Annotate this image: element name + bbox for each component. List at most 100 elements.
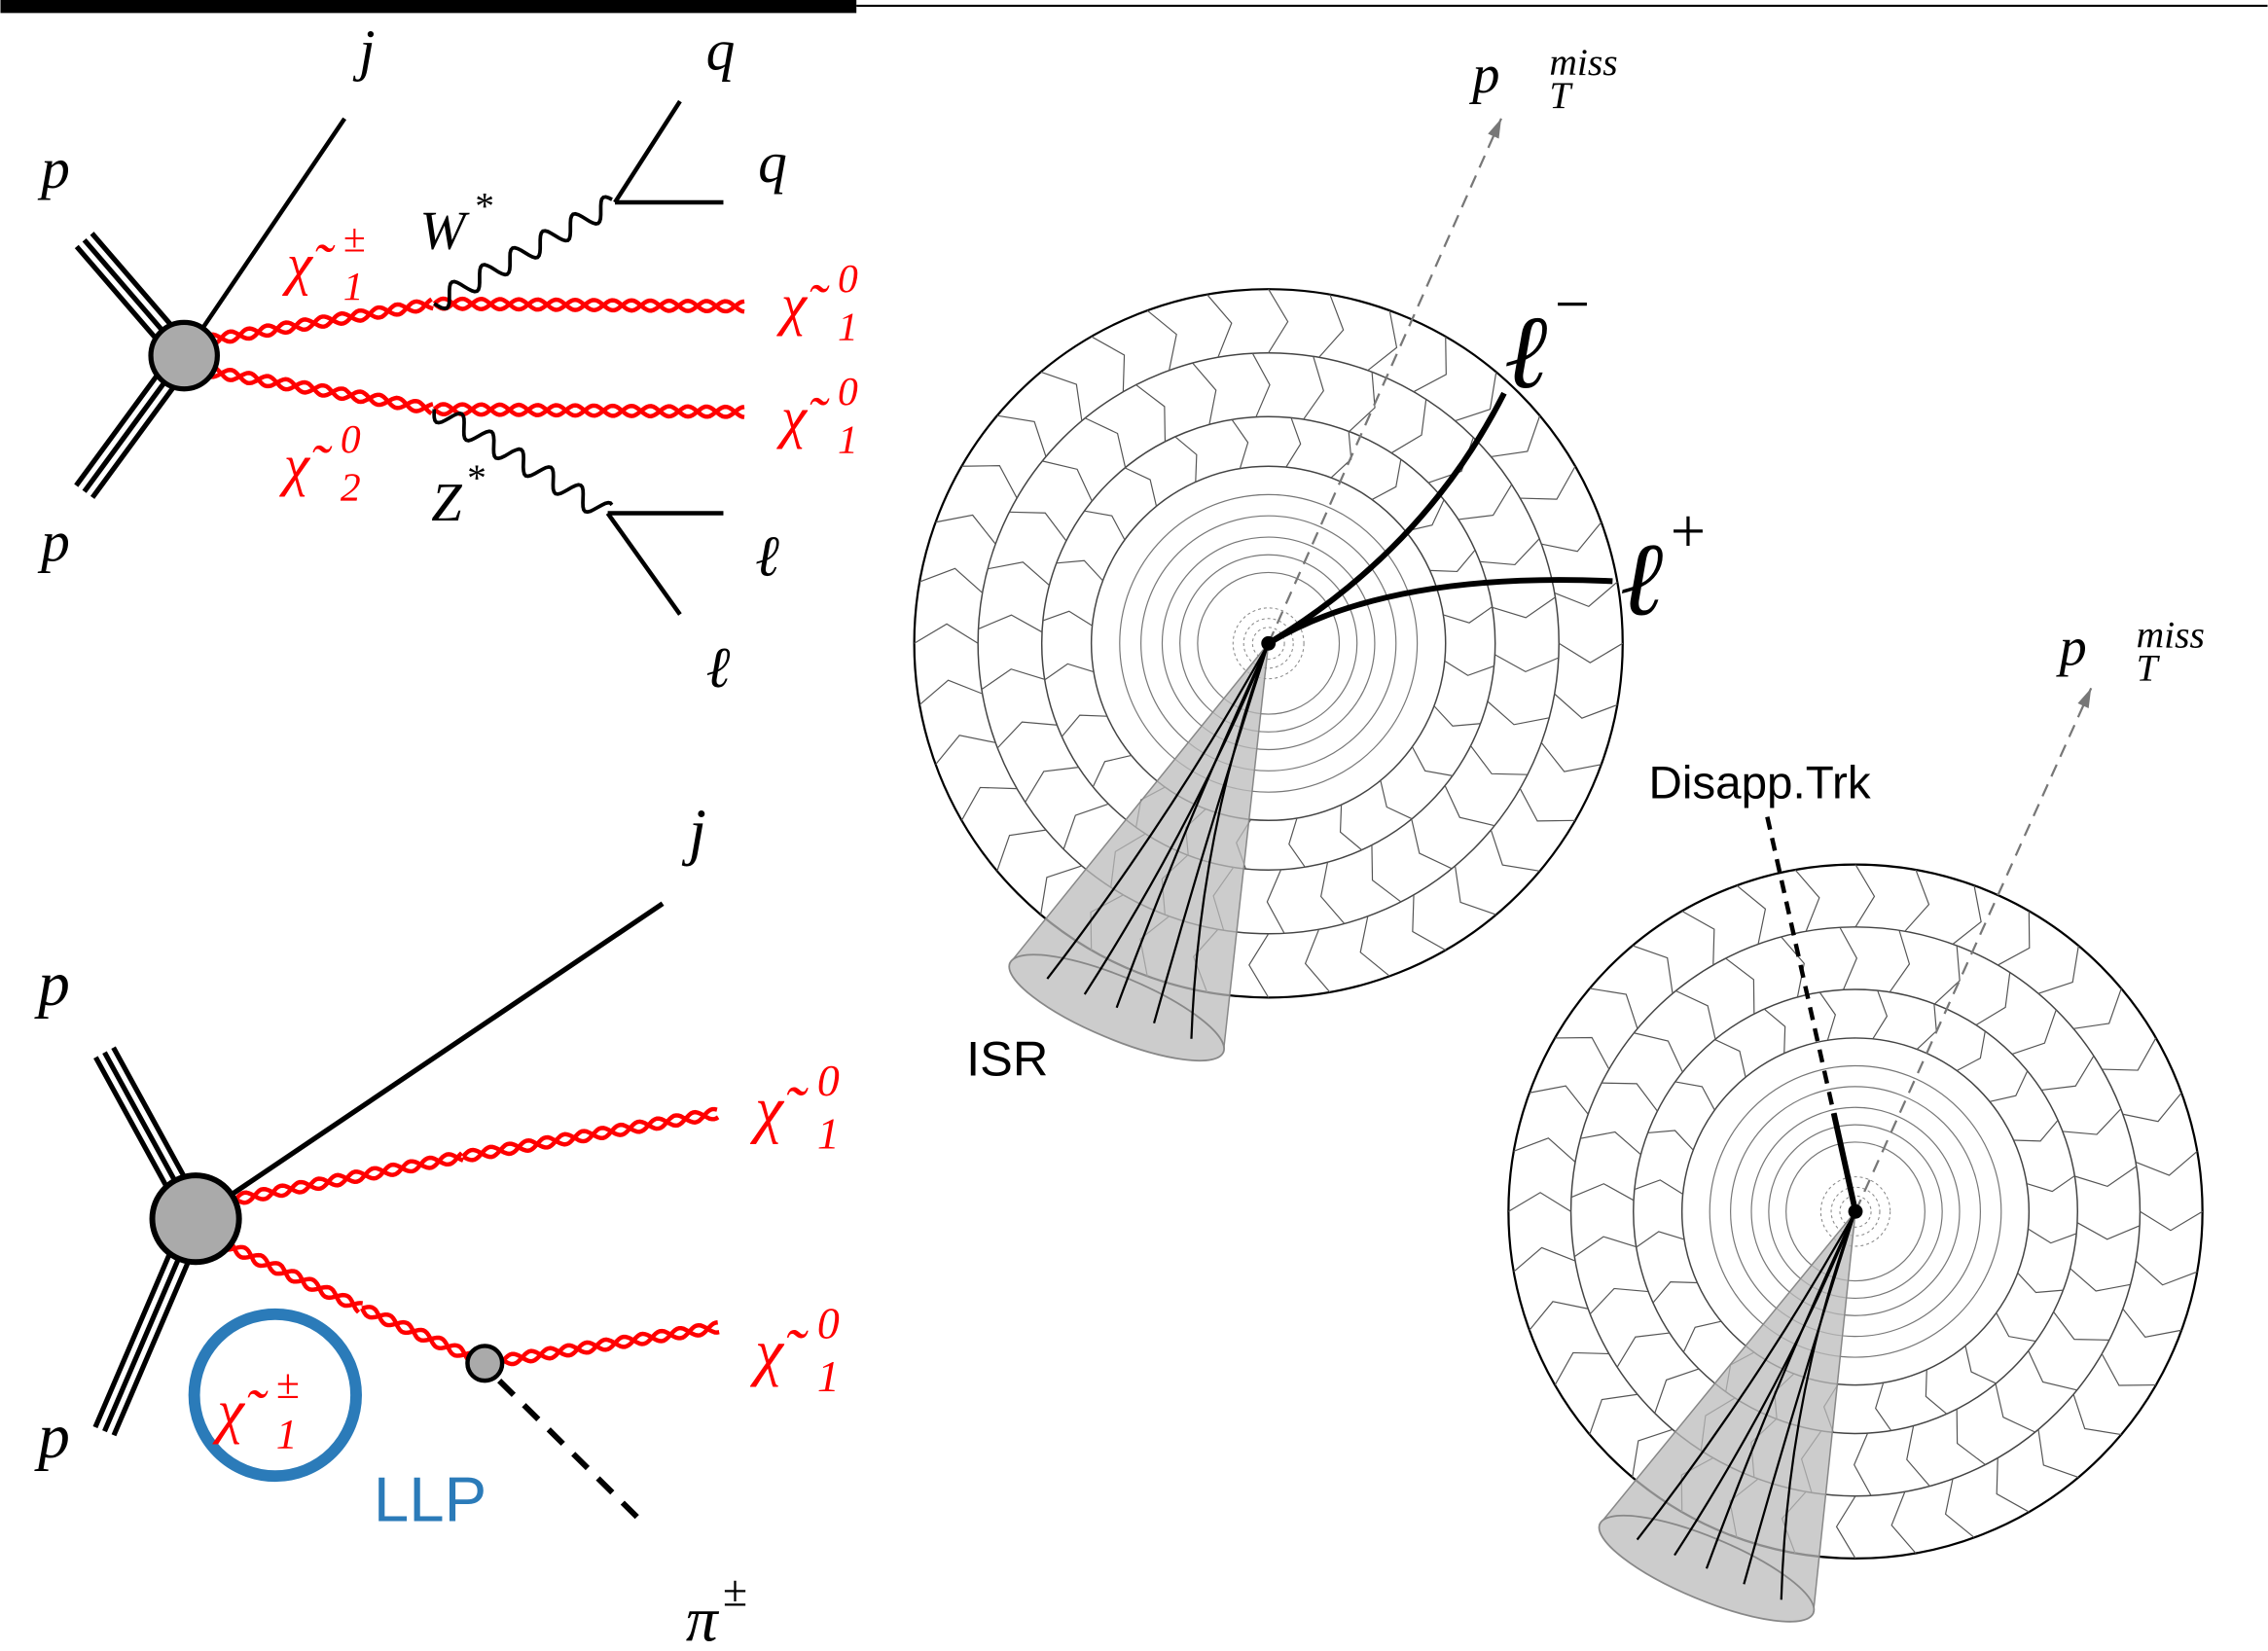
- detector-cell: [1304, 928, 1331, 993]
- label-sup: 0: [817, 1056, 840, 1105]
- detector-cell: [2037, 945, 2079, 994]
- detector-cell: [2072, 1394, 2122, 1436]
- label-sub: 1: [838, 305, 858, 349]
- line: [182, 117, 346, 357]
- detector-cell: [1371, 458, 1402, 501]
- pixel-layer: [1839, 1195, 1872, 1228]
- label-text: ℓ: [706, 635, 731, 700]
- detector-cell: [1268, 288, 1289, 354]
- detector-cell: [2135, 1260, 2198, 1286]
- detector-cell: [1248, 933, 1270, 998]
- detector-cell: [1634, 1179, 1683, 1195]
- detector-cell: [1763, 1008, 1786, 1054]
- detector-cell: [2122, 1092, 2182, 1123]
- label-text: χ̃: [776, 385, 830, 449]
- jet-track: [1636, 1210, 1856, 1541]
- arrow-head: [2077, 688, 2092, 708]
- sparticle-line: [484, 1322, 720, 1370]
- detector-cell: [2062, 1108, 2122, 1135]
- detector-cell: [1554, 693, 1618, 719]
- tracker-layer: [1161, 536, 1376, 751]
- detector-cell: [1092, 754, 1132, 788]
- detector-cell: [1996, 1457, 2030, 1513]
- detector-cell: [1519, 788, 1576, 822]
- detector-cell: [1009, 511, 1067, 542]
- sparticle-line: [215, 1152, 464, 1205]
- detector-cell: [2028, 1350, 2077, 1391]
- detector-cell: [996, 829, 1047, 872]
- blob: [148, 319, 220, 392]
- sparticle-line: [216, 1237, 364, 1309]
- pixel-layer: [1819, 1176, 1891, 1247]
- detector-cell: [1995, 1383, 2035, 1433]
- line: [613, 99, 682, 204]
- line: [1830, 1112, 1858, 1212]
- detector-cell: [1956, 1030, 1986, 1072]
- detector-cell: [1632, 945, 1674, 994]
- detector-cell: [1285, 417, 1302, 468]
- line: [497, 1379, 643, 1524]
- label-text: p: [34, 950, 70, 1020]
- detector-cell: [1084, 510, 1126, 541]
- label-sup: 0: [341, 416, 361, 461]
- detector-cell: [1411, 818, 1453, 870]
- detector-cell: [2140, 1210, 2203, 1232]
- detector-cell: [1040, 371, 1083, 421]
- detector-cell: [1529, 1301, 1589, 1331]
- detector-cell: [1455, 372, 1497, 422]
- label: j: [682, 798, 706, 868]
- detector-cell: [1411, 746, 1453, 776]
- detector-cell: [1091, 336, 1126, 392]
- detector-cell: [1681, 910, 1715, 966]
- jet-track: [1190, 642, 1270, 1039]
- label: LLP: [374, 1463, 486, 1534]
- detector-cell: [1682, 1320, 1722, 1352]
- label-sup: *: [465, 456, 485, 499]
- detector-cell: [1890, 1491, 1917, 1554]
- detector-layer: [1090, 465, 1447, 822]
- detector-cell: [2101, 1353, 2156, 1386]
- sparticle-line: [182, 299, 434, 347]
- detector-cell: [1875, 1382, 1892, 1431]
- line: [1854, 687, 2093, 1212]
- label: π ±: [686, 1566, 747, 1651]
- detector-cell: [1056, 559, 1103, 582]
- jet-track: [1743, 1210, 1857, 1585]
- detector-cell: [1944, 1478, 1975, 1538]
- label-sup: 0: [838, 369, 858, 413]
- detector-cell: [1872, 989, 1889, 1040]
- detector-cell: [1390, 399, 1427, 454]
- detector-cell: [1251, 352, 1271, 417]
- label-text: ℓ: [1620, 523, 1664, 638]
- detector-layer: [1040, 415, 1496, 872]
- top-bar: [0, 0, 857, 14]
- llp-ring: [188, 1308, 362, 1483]
- label-text: p⃗: [2056, 618, 2130, 678]
- label: Disapp.Trk: [1649, 757, 1871, 808]
- detector-cell: [1487, 700, 1550, 726]
- detector-cell: [2011, 1009, 2057, 1055]
- label-sub: 1: [276, 1412, 298, 1458]
- detector-cell: [1554, 581, 1618, 608]
- vertex: [1261, 635, 1277, 651]
- label-sup: ±: [723, 1566, 747, 1616]
- detector-cell: [2135, 1150, 2198, 1176]
- detector-cell: [2041, 1056, 2095, 1092]
- sparticle-line: [183, 361, 433, 415]
- label-text: q: [758, 130, 787, 195]
- arrow-head: [1488, 118, 1501, 139]
- detector-cell: [960, 786, 1018, 821]
- detector-cell: [1854, 1432, 1872, 1496]
- detector-cell: [1854, 864, 1876, 928]
- vertex: [1848, 1203, 1863, 1219]
- detector-cell: [1652, 1281, 1698, 1304]
- detector-cell: [1835, 1495, 1856, 1560]
- detector-cell: [1124, 467, 1158, 507]
- detector-cell: [1303, 356, 1324, 420]
- tracker-layer: [1785, 1141, 1926, 1282]
- tracker-layer: [1140, 515, 1397, 772]
- detector-cell: [1573, 1236, 1637, 1258]
- label-sup: +: [1667, 496, 1709, 565]
- detector-cell: [1405, 499, 1445, 532]
